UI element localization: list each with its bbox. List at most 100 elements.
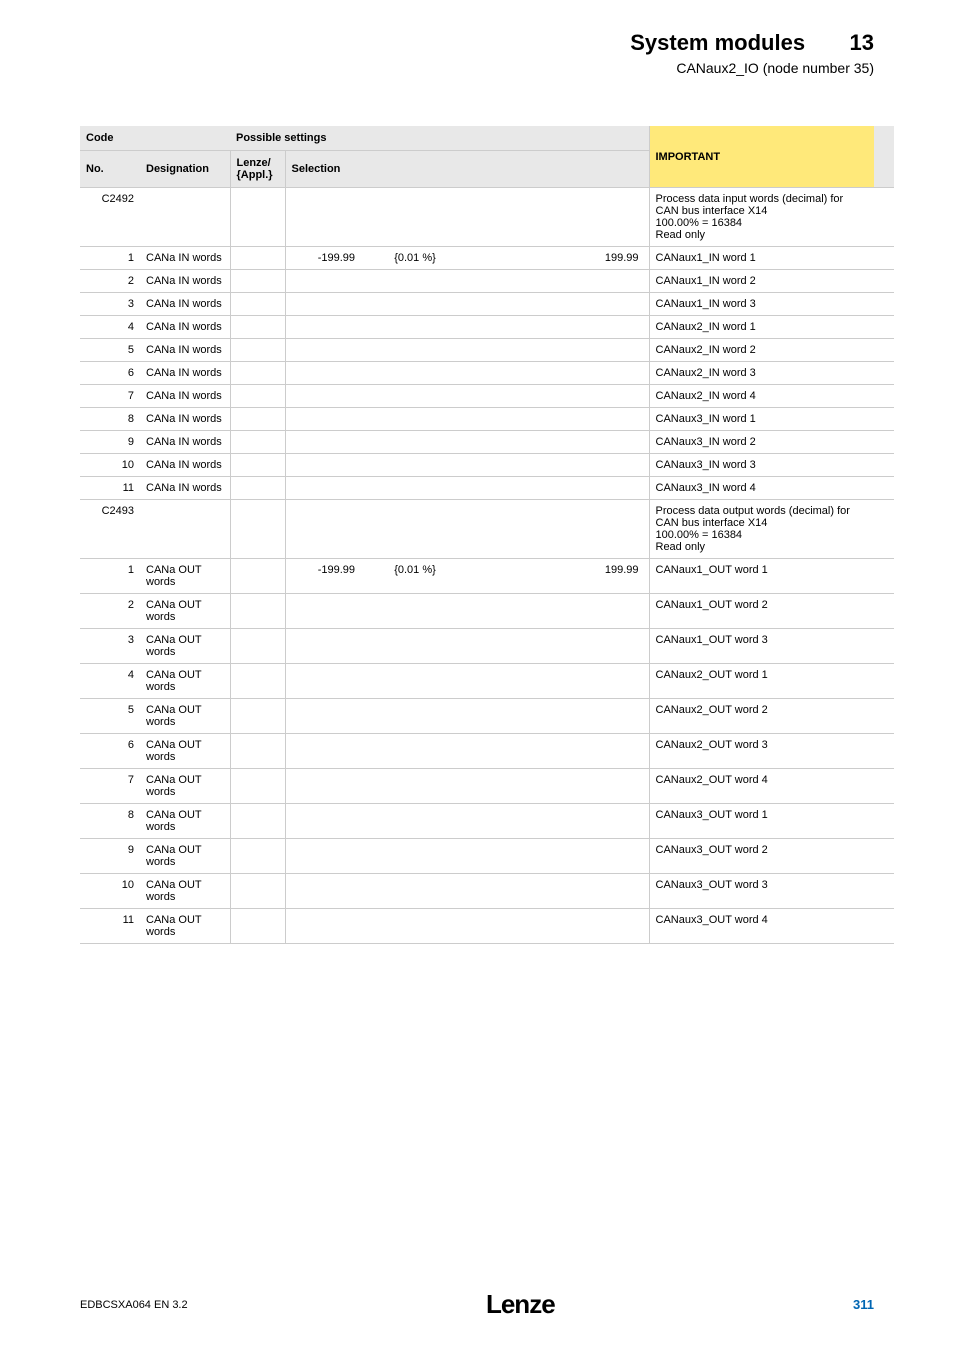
cell-lenze	[230, 699, 285, 734]
cell-selection-min	[285, 408, 365, 431]
cell-selection-min	[285, 594, 365, 629]
cell-designation: CANa OUT words	[140, 804, 230, 839]
cell-important: CANaux3_IN word 1	[649, 408, 874, 431]
col-code: Code	[80, 126, 230, 151]
col-spacer	[874, 126, 894, 188]
cell-selection-min	[285, 188, 365, 247]
cell-lenze	[230, 594, 285, 629]
cell-selection-max	[465, 909, 649, 944]
cell-important: CANaux1_IN word 2	[649, 270, 874, 293]
cell-spacer	[874, 431, 894, 454]
cell-selection-step	[365, 431, 465, 454]
footer-logo: Lenze	[486, 1289, 555, 1320]
cell-selection-step	[365, 769, 465, 804]
code-table: Code Possible settings IMPORTANT No. Des…	[80, 126, 894, 944]
footer-page-number: 311	[853, 1297, 874, 1312]
cell-selection-step	[365, 408, 465, 431]
cell-important: CANaux2_IN word 4	[649, 385, 874, 408]
table-row: 7CANa OUT wordsCANaux2_OUT word 4	[80, 769, 894, 804]
cell-no: 3	[80, 629, 140, 664]
cell-important: CANaux2_IN word 2	[649, 339, 874, 362]
table-row: 10CANa OUT wordsCANaux3_OUT word 3	[80, 874, 894, 909]
cell-designation: CANa IN words	[140, 408, 230, 431]
cell-lenze	[230, 293, 285, 316]
col-no: No.	[80, 151, 140, 188]
cell-spacer	[874, 874, 894, 909]
cell-selection-step	[365, 664, 465, 699]
cell-selection-step	[365, 270, 465, 293]
cell-selection-min	[285, 316, 365, 339]
cell-no: 1	[80, 247, 140, 270]
table-row: 3CANa OUT wordsCANaux1_OUT word 3	[80, 629, 894, 664]
cell-designation: CANa IN words	[140, 454, 230, 477]
cell-lenze	[230, 559, 285, 594]
cell-spacer	[874, 339, 894, 362]
table-row: 6CANa OUT wordsCANaux2_OUT word 3	[80, 734, 894, 769]
cell-selection-min	[285, 804, 365, 839]
cell-selection-min	[285, 477, 365, 500]
cell-selection-step	[365, 699, 465, 734]
col-selection: Selection	[285, 151, 649, 188]
table-row: 4CANa OUT wordsCANaux2_OUT word 1	[80, 664, 894, 699]
cell-no: 10	[80, 454, 140, 477]
cell-lenze	[230, 804, 285, 839]
cell-selection-max: 199.99	[465, 559, 649, 594]
col-lenze: Lenze/ {Appl.}	[230, 151, 285, 188]
table-row: C2493Process data output words (decimal)…	[80, 500, 894, 559]
cell-selection-max	[465, 362, 649, 385]
cell-lenze	[230, 664, 285, 699]
cell-selection-step	[365, 804, 465, 839]
table-header-row-1: Code Possible settings IMPORTANT	[80, 126, 894, 151]
cell-selection-max	[465, 316, 649, 339]
cell-no: 8	[80, 408, 140, 431]
cell-important: Process data input words (decimal) for C…	[649, 188, 874, 247]
cell-lenze	[230, 839, 285, 874]
cell-selection-max	[465, 500, 649, 559]
cell-important: CANaux3_OUT word 2	[649, 839, 874, 874]
cell-important: CANaux3_IN word 2	[649, 431, 874, 454]
cell-selection-max	[465, 874, 649, 909]
cell-selection-max	[465, 804, 649, 839]
cell-lenze	[230, 431, 285, 454]
cell-no: 6	[80, 734, 140, 769]
cell-selection-min: -199.99	[285, 559, 365, 594]
cell-selection-min	[285, 629, 365, 664]
table-row: 8CANa OUT wordsCANaux3_OUT word 1	[80, 804, 894, 839]
header-section-number: 13	[850, 30, 874, 55]
cell-selection-step	[365, 629, 465, 664]
table-row: 5CANa OUT wordsCANaux2_OUT word 2	[80, 699, 894, 734]
cell-no: 2	[80, 270, 140, 293]
cell-spacer	[874, 699, 894, 734]
cell-selection-max	[465, 188, 649, 247]
cell-selection-max	[465, 339, 649, 362]
cell-lenze	[230, 734, 285, 769]
cell-no: 10	[80, 874, 140, 909]
cell-lenze	[230, 500, 285, 559]
cell-selection-min	[285, 664, 365, 699]
cell-selection-step: {0.01 %}	[365, 247, 465, 270]
cell-lenze	[230, 454, 285, 477]
cell-important: CANaux2_OUT word 4	[649, 769, 874, 804]
cell-selection-min	[285, 500, 365, 559]
cell-no: 7	[80, 385, 140, 408]
cell-designation: CANa OUT words	[140, 769, 230, 804]
cell-no: 3	[80, 293, 140, 316]
cell-spacer	[874, 629, 894, 664]
cell-selection-min	[285, 734, 365, 769]
cell-selection-max	[465, 664, 649, 699]
cell-selection-step	[365, 362, 465, 385]
cell-lenze	[230, 909, 285, 944]
table-row: C2492Process data input words (decimal) …	[80, 188, 894, 247]
cell-spacer	[874, 247, 894, 270]
cell-no: C2493	[80, 500, 140, 559]
cell-selection-step	[365, 454, 465, 477]
cell-important: CANaux2_IN word 1	[649, 316, 874, 339]
cell-no: 4	[80, 664, 140, 699]
cell-spacer	[874, 408, 894, 431]
cell-no: 1	[80, 559, 140, 594]
cell-lenze	[230, 385, 285, 408]
cell-spacer	[874, 270, 894, 293]
cell-no: 6	[80, 362, 140, 385]
table-row: 9CANa OUT wordsCANaux3_OUT word 2	[80, 839, 894, 874]
cell-spacer	[874, 477, 894, 500]
